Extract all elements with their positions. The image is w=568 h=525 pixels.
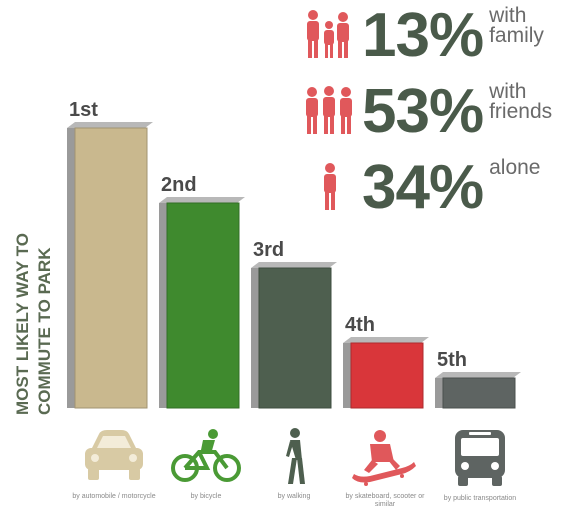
bar-top-4 bbox=[343, 337, 429, 343]
mode-automobile-caption: by automobile / motorcycle bbox=[72, 493, 156, 500]
stat-alone: 34% alone bbox=[302, 153, 541, 222]
person-alone-icon bbox=[324, 163, 336, 210]
stat-friends: 53% with friends bbox=[302, 77, 553, 146]
bus-icon bbox=[455, 430, 505, 486]
car-icon bbox=[85, 430, 143, 480]
bar-label-5: 5th bbox=[437, 349, 467, 371]
bar-side-4 bbox=[343, 343, 351, 408]
mode-public-transport: by public transportation bbox=[438, 428, 522, 503]
stat-alone-percent: 34% bbox=[362, 153, 484, 222]
bar-top-5 bbox=[435, 372, 521, 378]
bar-side-2 bbox=[159, 203, 167, 408]
bar-label-3: 3rd bbox=[253, 239, 284, 261]
mode-bicycle-caption: by bicycle bbox=[190, 493, 222, 500]
stat-friends-percent: 53% bbox=[362, 77, 484, 146]
mode-automobile: by automobile / motorcycle bbox=[72, 428, 156, 501]
friends-icon bbox=[306, 86, 352, 134]
bar-5 bbox=[442, 377, 516, 409]
mode-skateboard-caption: by skateboard, scooter or similar bbox=[345, 493, 425, 508]
bar-label-1: 1st bbox=[69, 99, 98, 121]
mode-walking: by walking bbox=[252, 428, 336, 501]
bar-side-5 bbox=[435, 378, 443, 408]
walking-person-icon bbox=[286, 428, 305, 484]
mode-walking-caption: by walking bbox=[277, 493, 311, 500]
stat-family-label: with family bbox=[489, 4, 544, 47]
stat-family: 13% with family bbox=[302, 1, 544, 70]
stat-friends-label: with friends bbox=[489, 80, 553, 123]
commute-mode-icons: by automobile / motorcycle by bicycle bbox=[0, 428, 568, 525]
y-axis-label: MOST LIKELY WAY TO COMMUTE TO PARK bbox=[13, 228, 54, 415]
bar-label-4: 4th bbox=[345, 314, 375, 336]
bar-top-1 bbox=[67, 122, 153, 128]
stat-alone-label: alone bbox=[489, 156, 541, 179]
skateboard-icon bbox=[352, 430, 416, 486]
bar-side-1 bbox=[67, 128, 75, 408]
y-axis-label-line-1: MOST LIKELY WAY TO bbox=[13, 233, 32, 415]
y-axis-label-text: MOST LIKELY WAY TO COMMUTE TO PARK bbox=[13, 228, 54, 415]
bar-2 bbox=[166, 202, 240, 409]
bar-1 bbox=[74, 127, 148, 409]
y-axis-label-line-2: COMMUTE TO PARK bbox=[35, 247, 54, 415]
bar-side-3 bbox=[251, 268, 259, 408]
bar-top-2 bbox=[159, 197, 245, 203]
bicycle-icon bbox=[171, 429, 241, 482]
bar-3 bbox=[258, 267, 332, 409]
bar-top-3 bbox=[251, 262, 337, 268]
stat-family-percent: 13% bbox=[362, 1, 484, 70]
bar-4 bbox=[350, 342, 424, 409]
mode-bicycle: by bicycle bbox=[164, 428, 248, 501]
mode-skateboard: by skateboard, scooter or similar bbox=[343, 428, 427, 509]
bar-label-2: 2nd bbox=[161, 174, 197, 196]
family-icon bbox=[307, 10, 349, 58]
mode-public-transport-caption: by public transportation bbox=[443, 495, 517, 502]
